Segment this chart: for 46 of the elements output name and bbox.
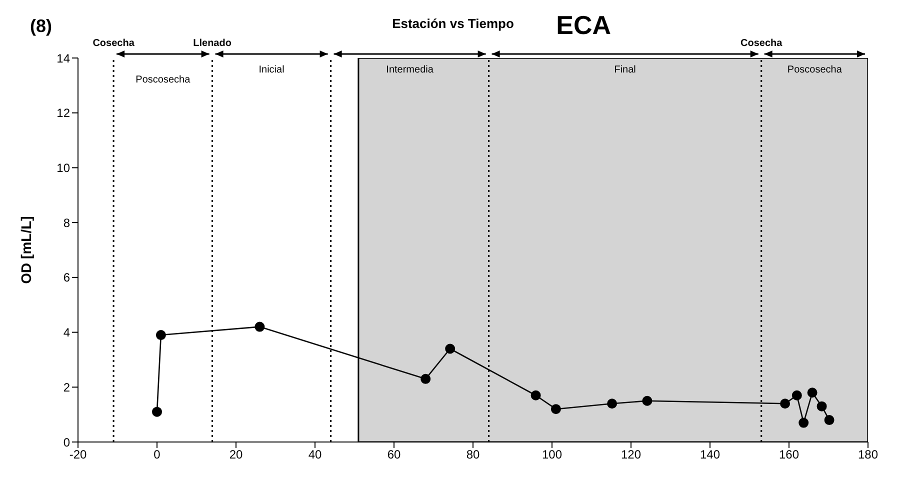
x-tick-label: 120 [620, 448, 642, 462]
point [420, 374, 431, 384]
text: (8) [30, 16, 52, 36]
x-tick-label: -20 [69, 448, 87, 462]
point [152, 406, 162, 417]
x-tick-label: 0 [154, 448, 161, 462]
point [798, 418, 809, 428]
annotation: Final [614, 64, 636, 76]
point [156, 330, 166, 340]
point [550, 404, 561, 414]
x-tick-label: 80 [466, 448, 480, 462]
point [816, 401, 827, 412]
y-tick-label: 10 [56, 160, 70, 175]
point [807, 388, 818, 398]
x-tick-label: 160 [778, 448, 800, 462]
y-tick-label: 6 [63, 270, 70, 285]
ref-line-label: Cosecha [92, 38, 135, 49]
ref-line-label: Llenado [193, 38, 232, 49]
point [445, 344, 456, 354]
y-tick-label: 4 [63, 326, 70, 340]
x-tick-label: 20 [229, 448, 243, 462]
chart-title: Estación vs Tiempo [392, 16, 514, 31]
annotation: Poscosecha [136, 74, 191, 86]
y-tick-label: 8 [63, 216, 70, 230]
point [780, 398, 790, 409]
annotation: Poscosecha [787, 64, 842, 76]
point [607, 398, 618, 409]
y-axis-title: OD [mL/L] [18, 216, 34, 284]
point [530, 390, 541, 400]
ref-line-label: Cosecha [740, 38, 783, 49]
x-tick-label: 100 [542, 448, 562, 462]
point [642, 396, 652, 406]
chart-subtitle: ECA [556, 10, 612, 40]
y-tick-label: 2 [63, 380, 70, 394]
x-tick-label: 180 [858, 448, 878, 462]
point [792, 390, 802, 400]
x-tick-label: 40 [308, 448, 322, 462]
y-tick-label: 0 [63, 435, 70, 450]
x-tick-label: 60 [387, 448, 401, 462]
point [254, 322, 265, 332]
point [824, 415, 834, 426]
y-tick-label: 14 [56, 51, 70, 66]
annotation: Intermedia [386, 64, 434, 76]
annotation: Inicial [258, 64, 284, 76]
y-tick-label: 12 [56, 106, 70, 120]
x-tick-label: 140 [700, 448, 720, 462]
